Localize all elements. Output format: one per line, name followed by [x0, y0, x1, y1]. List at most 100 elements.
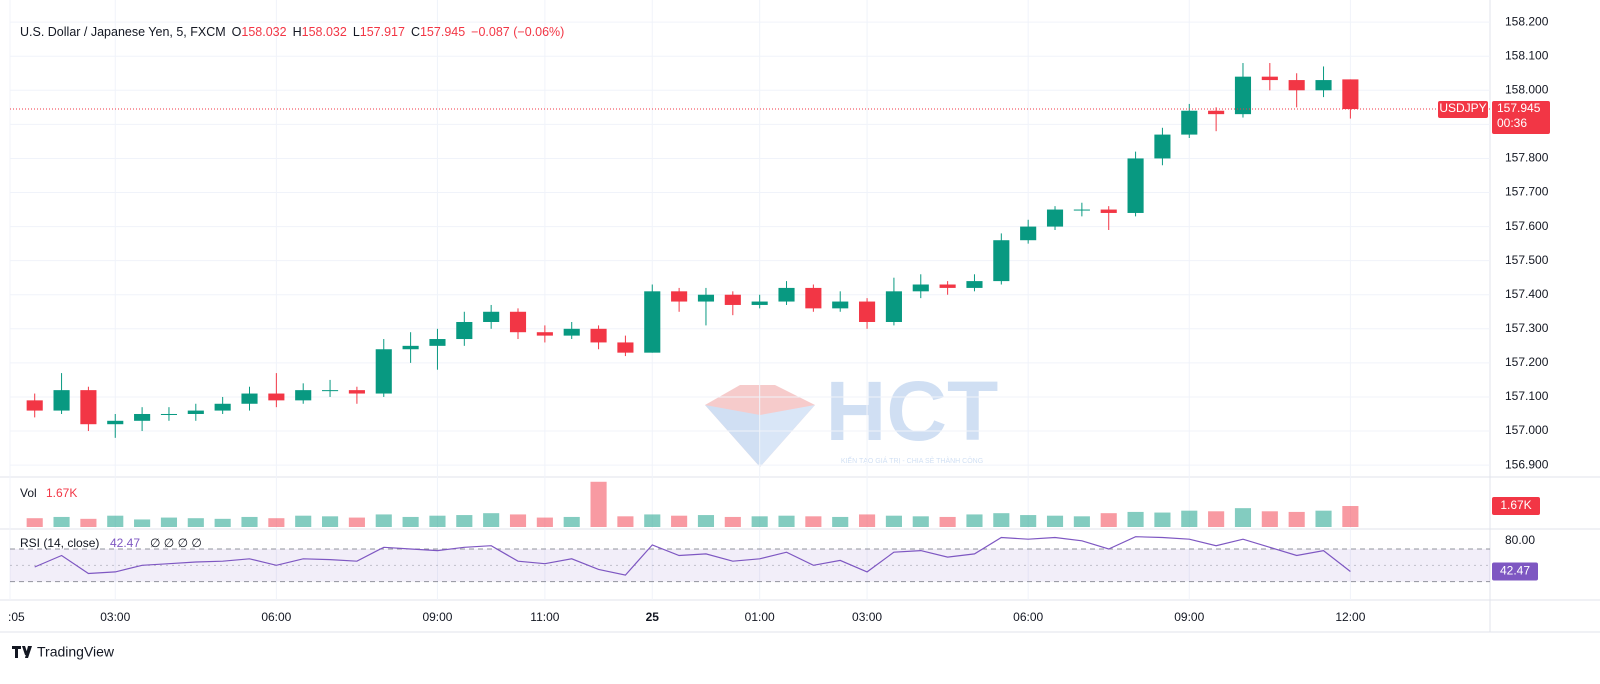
candle-body — [1100, 209, 1117, 213]
volume-bar — [80, 518, 97, 527]
countdown-label: 00:36 — [1497, 116, 1527, 130]
volume-title: Vol — [20, 486, 37, 500]
candle-body — [1208, 110, 1225, 115]
volume-axis-label: 1.67K — [1500, 498, 1531, 512]
volume-bar — [1261, 511, 1278, 527]
volume-bar — [26, 518, 43, 527]
y-tick-label: 157.600 — [1505, 219, 1549, 233]
candle-body — [644, 291, 661, 353]
candle-body — [536, 332, 553, 336]
volume-bar — [724, 516, 741, 527]
candle-body — [1234, 76, 1252, 115]
y-tick-label: 157.700 — [1505, 185, 1549, 199]
price-box — [1492, 101, 1550, 135]
legend-item: L — [353, 25, 360, 39]
x-tick-label: 09:00 — [422, 610, 452, 624]
footer-brand: TradingView — [37, 644, 115, 660]
symbol-label: USDJPY — [1439, 101, 1486, 115]
candle-body — [509, 311, 527, 333]
symbol-box — [1438, 101, 1488, 119]
rsi-line — [34, 536, 1351, 576]
volume-bar — [1342, 506, 1359, 527]
volume-bar — [295, 515, 312, 527]
candle-body — [134, 413, 151, 421]
candle-body — [483, 311, 500, 322]
volume-bar — [966, 514, 983, 527]
x-tick-label: 03:00 — [852, 610, 882, 624]
volume-bar — [590, 481, 607, 527]
candle-body — [590, 328, 607, 343]
volume-bar — [456, 515, 473, 527]
candle-body — [617, 342, 634, 353]
volume-bar — [214, 518, 231, 527]
volume-bar — [322, 516, 339, 527]
candle-body — [53, 390, 70, 411]
x-tick-label: 25 — [646, 610, 660, 624]
volume-bar — [1234, 508, 1252, 527]
volume-bar — [939, 516, 956, 527]
candle-body — [1046, 209, 1064, 227]
rsi-band — [10, 548, 1490, 582]
logo-shape — [760, 405, 815, 467]
x-tick-label: 03:00 — [100, 610, 130, 624]
volume-bar — [429, 515, 446, 527]
candle-body — [1288, 80, 1305, 91]
volume-bar — [348, 517, 365, 527]
candle-body — [1127, 158, 1144, 213]
x-tick-label: 12:00 — [1335, 610, 1365, 624]
candle-body — [912, 284, 929, 292]
volume-bar — [885, 515, 902, 527]
volume-bar — [617, 516, 634, 527]
x-tick-label: 06:00 — [261, 610, 291, 624]
volume-bar — [53, 516, 70, 527]
candle-body — [697, 294, 715, 302]
volume-bar — [402, 516, 419, 527]
candle-body — [993, 240, 1010, 282]
volume-bar — [1181, 510, 1198, 527]
volume-bar — [832, 516, 849, 527]
volume-bar — [805, 516, 822, 527]
candle-body — [939, 284, 956, 288]
volume-bar — [1288, 511, 1305, 527]
candle-body — [402, 345, 419, 350]
x-tick-label: 06:00 — [1013, 610, 1043, 624]
y-tick-label: 157.500 — [1505, 253, 1549, 267]
candle-body — [966, 281, 983, 288]
volume-bar — [483, 513, 500, 527]
volume-bar — [187, 518, 204, 527]
candle-body — [778, 287, 795, 302]
candle-body — [859, 301, 876, 322]
x-tick-label: 11:00 — [530, 610, 559, 624]
candle-body — [1181, 110, 1198, 135]
x-tick-label: :05 — [8, 610, 25, 624]
volume-bar — [1208, 511, 1225, 527]
y-tick-label: 156.900 — [1505, 457, 1549, 471]
volume-bar — [671, 515, 688, 527]
candle-body — [375, 349, 392, 394]
volume-bar — [268, 518, 285, 527]
candle-body — [805, 287, 822, 309]
y-tick-label: 158.000 — [1505, 82, 1549, 96]
volume-bar — [697, 515, 715, 527]
candle-body — [456, 321, 473, 340]
rsi-title: RSI (14, close) — [20, 536, 99, 550]
candle-body — [1073, 209, 1090, 211]
candle-body — [80, 390, 97, 425]
y-tick-label: 157.200 — [1505, 355, 1549, 369]
rsi-box — [1492, 562, 1538, 581]
legend-item: −0.087 (−0.06%) — [471, 25, 564, 39]
volume-value: 1.67K — [46, 486, 77, 500]
rsi-value: 42.47 — [110, 536, 140, 550]
candle-body — [1261, 76, 1278, 81]
candle-body — [214, 403, 231, 411]
y-tick-label: 157.800 — [1505, 151, 1549, 165]
tradingview-logo — [12, 646, 32, 658]
volume-bar — [563, 516, 580, 527]
volume-bar — [107, 515, 124, 527]
y-tick-label: 157.100 — [1505, 389, 1549, 403]
y-tick-label: 158.100 — [1505, 48, 1549, 62]
volume-bar — [993, 513, 1010, 527]
candle-body — [107, 420, 124, 425]
candle-body — [322, 390, 339, 392]
